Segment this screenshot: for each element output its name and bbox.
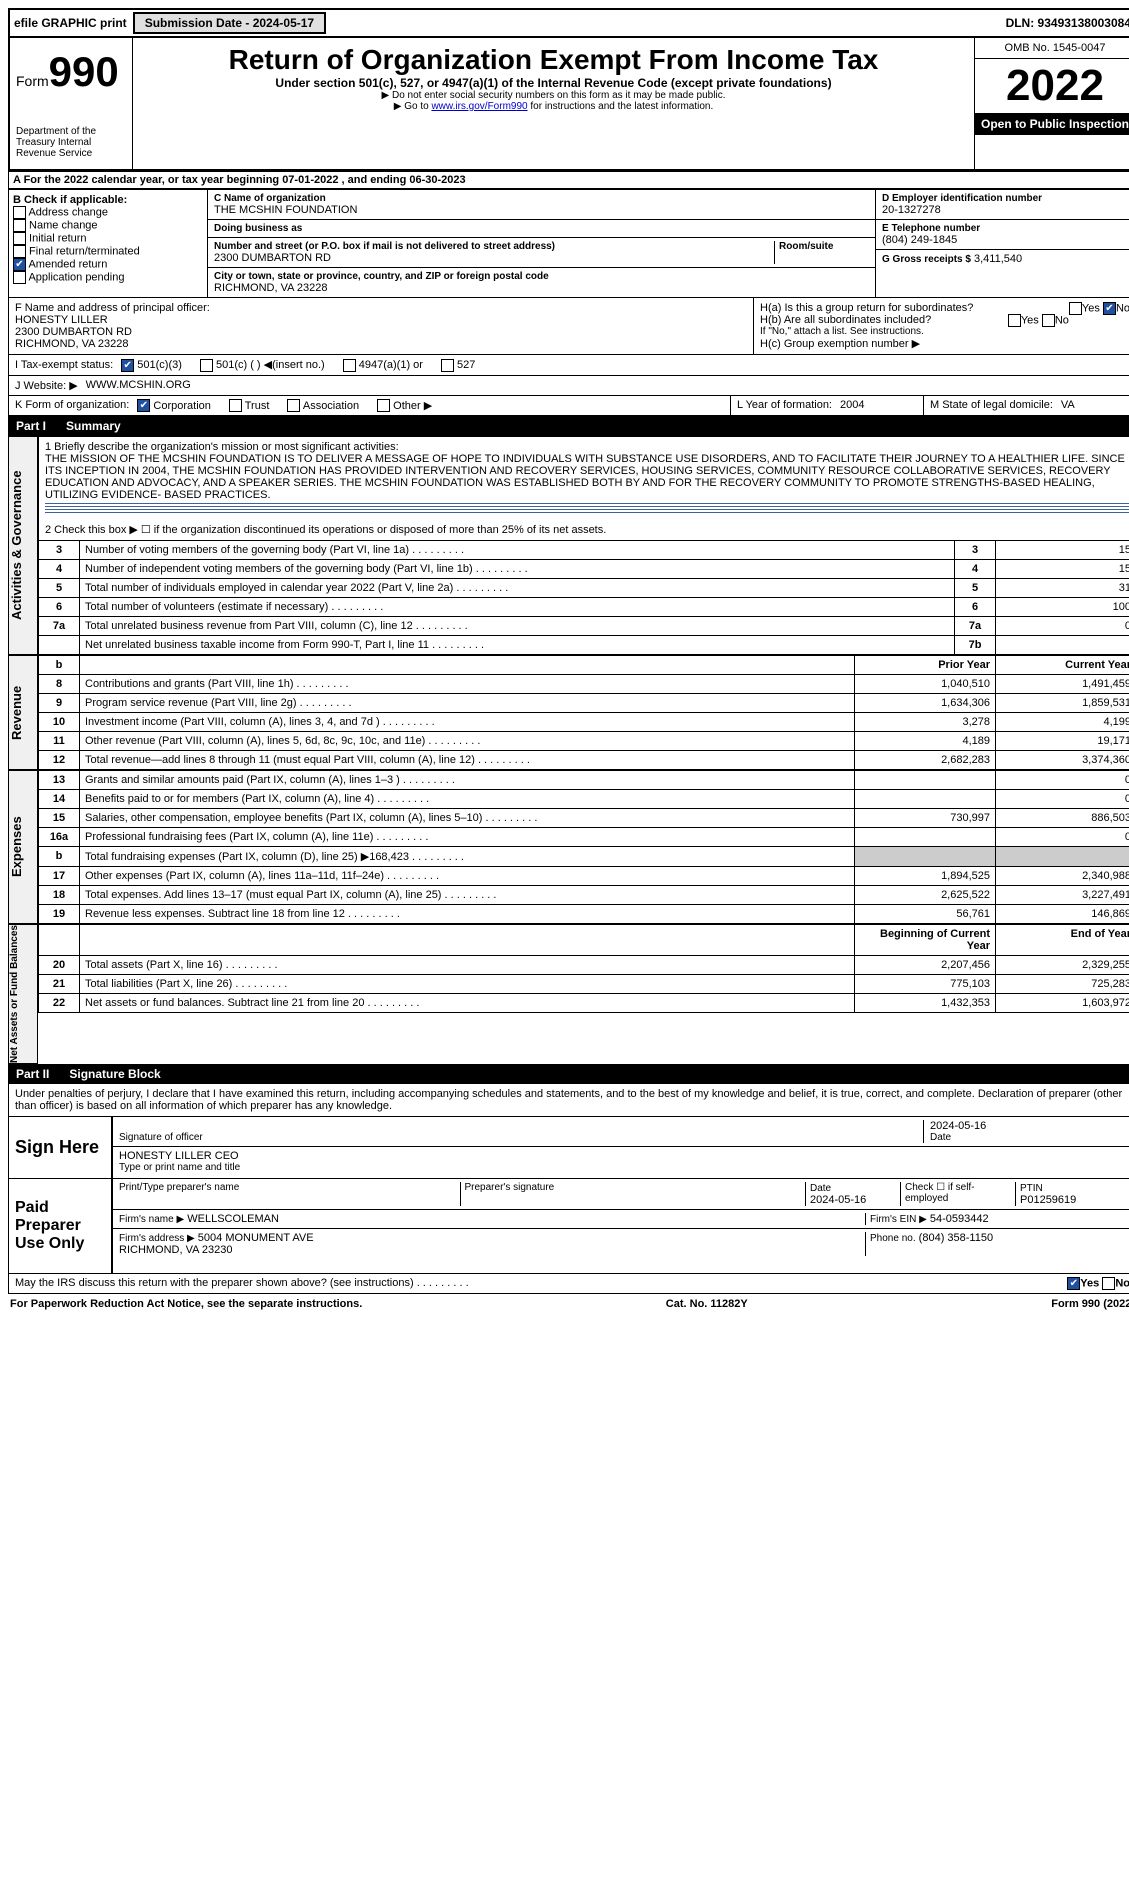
- row-j: J Website: ▶ WWW.MCSHIN.ORG: [8, 376, 1129, 396]
- sign-here-label: Sign Here: [9, 1117, 113, 1178]
- part-1-header: Part ISummary: [8, 416, 1129, 436]
- checkbox-name-change[interactable]: [13, 219, 26, 232]
- governance-section: Activities & Governance 1 Briefly descri…: [8, 436, 1129, 655]
- h-b: H(b) Are all subordinates included? Yes …: [760, 314, 1129, 326]
- efile-label: efile GRAPHIC print: [14, 16, 127, 30]
- top-bar: efile GRAPHIC print Submission Date - 20…: [8, 8, 1129, 38]
- row-i: I Tax-exempt status: ✔ 501(c)(3) 501(c) …: [8, 355, 1129, 376]
- street: 2300 DUMBARTON RD: [214, 252, 774, 264]
- subtitle-3: ▶ Go to www.irs.gov/Form990 for instruct…: [139, 101, 968, 112]
- box-b: B Check if applicable: Address change Na…: [9, 190, 208, 297]
- officer-name: HONESTY LILLER CEO: [119, 1150, 239, 1162]
- exp-sidebar: Expenses: [8, 770, 38, 924]
- website: WWW.MCSHIN.ORG: [86, 379, 191, 391]
- form-number-box: Form990 Department of the Treasury Inter…: [10, 38, 133, 169]
- ein: 20-1327278: [882, 204, 1129, 216]
- row-a-period: A For the 2022 calendar year, or tax yea…: [8, 171, 1129, 189]
- page-footer: For Paperwork Reduction Act Notice, see …: [8, 1294, 1129, 1314]
- phone: (804) 249-1845: [882, 234, 1129, 246]
- gov-sidebar: Activities & Governance: [8, 436, 38, 655]
- h-a: H(a) Is this a group return for subordin…: [760, 302, 1129, 314]
- dln-label: DLN: 93493138003084: [1006, 16, 1129, 30]
- na-sidebar: Net Assets or Fund Balances: [8, 924, 38, 1064]
- checkbox-amended-return[interactable]: ✔: [13, 258, 26, 271]
- mission-text: THE MISSION OF THE MCSHIN FOUNDATION IS …: [45, 453, 1129, 501]
- row-k-l-m: K Form of organization:✔ Corporation Tru…: [8, 396, 1129, 417]
- netassets-section: Net Assets or Fund Balances Beginning of…: [8, 924, 1129, 1064]
- paid-preparer-label: Paid Preparer Use Only: [9, 1179, 113, 1273]
- signature-block: Sign Here Signature of officer2024-05-16…: [8, 1117, 1129, 1274]
- h-c: H(c) Group exemption number ▶: [760, 337, 1129, 350]
- rev-sidebar: Revenue: [8, 655, 38, 770]
- form-header: Form990 Department of the Treasury Inter…: [8, 38, 1129, 171]
- perjury-text: Under penalties of perjury, I declare th…: [8, 1084, 1129, 1117]
- form-title: Return of Organization Exempt From Incom…: [139, 44, 968, 76]
- gross-receipts: 3,411,540: [974, 253, 1022, 265]
- irs-link[interactable]: www.irs.gov/Form990: [431, 101, 527, 112]
- box-d-e-g: D Employer identification number20-13272…: [875, 190, 1129, 297]
- city: RICHMOND, VA 23228: [214, 282, 869, 294]
- section-b-to-g: B Check if applicable: Address change Na…: [8, 189, 1129, 298]
- part-2-header: Part IISignature Block: [8, 1064, 1129, 1084]
- row-f-h: F Name and address of principal officer:…: [8, 298, 1129, 355]
- box-c: C Name of organizationTHE MCSHIN FOUNDAT…: [208, 190, 875, 297]
- expenses-section: Expenses 13Grants and similar amounts pa…: [8, 770, 1129, 924]
- checkbox-address-change[interactable]: [13, 206, 26, 219]
- org-name: THE MCSHIN FOUNDATION: [214, 204, 869, 216]
- checkbox-application-pending[interactable]: [13, 271, 26, 284]
- tax-year: 2022: [975, 59, 1129, 113]
- discuss-row: May the IRS discuss this return with the…: [8, 1274, 1129, 1294]
- checkbox-initial-return[interactable]: [13, 232, 26, 245]
- subtitle-2: ▶ Do not enter social security numbers o…: [139, 90, 968, 101]
- checkbox-final-return-terminated[interactable]: [13, 245, 26, 258]
- subtitle-1: Under section 501(c), 527, or 4947(a)(1)…: [139, 76, 968, 90]
- submission-date-button[interactable]: Submission Date - 2024-05-17: [133, 12, 326, 34]
- officer: HONESTY LILLER 2300 DUMBARTON RD RICHMON…: [15, 314, 747, 350]
- omb-number: OMB No. 1545-0047: [975, 38, 1129, 59]
- open-public: Open to Public Inspection: [975, 113, 1129, 135]
- dept-label: Department of the Treasury Internal Reve…: [16, 126, 126, 159]
- revenue-section: Revenue bPrior YearCurrent Year8Contribu…: [8, 655, 1129, 770]
